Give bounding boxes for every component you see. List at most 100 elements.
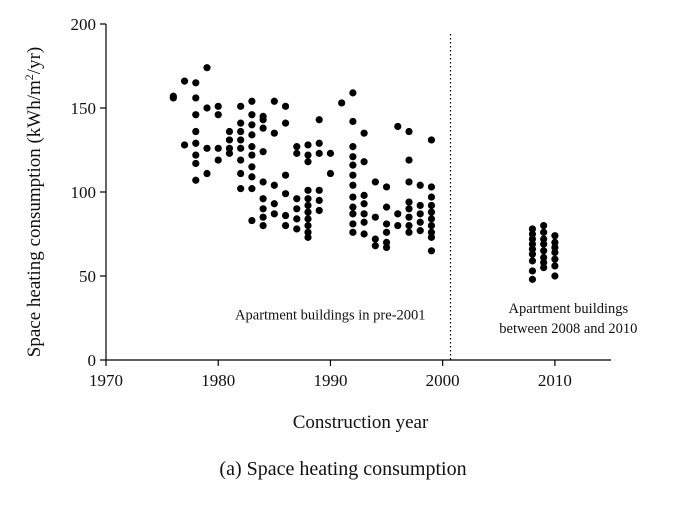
data-point (281, 102, 290, 110)
data-point (293, 149, 301, 157)
x-tick-label: 1980 (201, 371, 235, 390)
data-point (259, 213, 267, 221)
data-point (259, 178, 267, 186)
y-tick-label: 50 (79, 267, 96, 286)
data-point (281, 171, 290, 179)
ticks: 1970 1980 1990 2000 2010 0 50 100 150 200 (71, 15, 572, 390)
data-point (540, 240, 548, 248)
data-point (360, 218, 368, 226)
x-tick-label: 1990 (313, 371, 347, 390)
data-point (394, 210, 402, 218)
data-point (349, 171, 357, 179)
data-point (427, 247, 436, 255)
data-point (248, 185, 256, 193)
data-point (315, 149, 323, 157)
data-point (528, 275, 537, 283)
data-point (203, 64, 211, 72)
y-tick-label: 0 (88, 351, 97, 370)
series-1 (169, 64, 436, 255)
data-point (371, 235, 379, 243)
data-point (551, 262, 559, 270)
y-axis-title-tail: /yr) (24, 47, 45, 74)
data-point (237, 127, 245, 136)
data-point (304, 201, 312, 210)
y-axis-title-sup: 2 (22, 74, 36, 80)
data-point (360, 200, 368, 208)
data-point (551, 272, 559, 280)
data-point (248, 121, 256, 129)
data-point (281, 222, 290, 230)
data-point (349, 89, 357, 97)
data-point (315, 196, 323, 204)
data-point (237, 185, 245, 193)
data-point (416, 181, 424, 189)
data-point (225, 144, 234, 152)
data-point (528, 240, 537, 248)
data-point (540, 222, 548, 230)
data-point (281, 211, 290, 220)
data-point (540, 264, 548, 272)
data-point (214, 144, 222, 152)
data-point (427, 193, 436, 201)
data-point (349, 153, 357, 161)
data-point (349, 143, 357, 151)
data-point (293, 205, 301, 213)
data-point (540, 253, 548, 262)
data-point (248, 216, 256, 225)
data-point (192, 94, 200, 102)
data-point (405, 222, 413, 230)
data-point (416, 218, 424, 226)
figure-caption: (a) Space heating consumption (219, 458, 466, 480)
data-point (259, 195, 267, 203)
data-point (427, 222, 436, 230)
data-point (416, 210, 424, 218)
data-point (427, 201, 436, 210)
data-point (551, 255, 559, 263)
data-point (349, 161, 357, 169)
data-point (304, 208, 312, 216)
data-point (360, 158, 368, 166)
y-axis-title-main: Space heating consumption (kWh/m (24, 80, 45, 357)
data-point (382, 228, 391, 236)
data-point (293, 143, 301, 151)
data-point (248, 131, 256, 139)
data-point (248, 163, 256, 171)
data-point (237, 136, 245, 144)
data-point (192, 111, 200, 119)
y-axis-title: Space heating consumption (kWh/m2/yr) (22, 47, 45, 357)
x-tick-label: 2010 (538, 371, 572, 390)
data-point (405, 156, 413, 164)
data-points (169, 64, 559, 283)
data-point (304, 215, 312, 223)
data-point (528, 250, 537, 258)
data-point (360, 129, 368, 137)
data-point (315, 206, 323, 215)
data-point (349, 203, 357, 211)
data-point (304, 228, 312, 236)
data-point (405, 178, 413, 186)
data-point (259, 222, 267, 230)
data-point (293, 195, 301, 203)
data-point (270, 200, 278, 208)
data-point (551, 232, 559, 240)
data-point (427, 228, 436, 236)
data-point (382, 238, 391, 246)
data-point (394, 222, 402, 230)
data-point (270, 129, 278, 137)
annotation-post2008-line-2: between 2008 and 2010 (499, 321, 637, 337)
data-point (405, 127, 413, 136)
data-point (203, 144, 211, 152)
data-point (405, 205, 413, 213)
data-point (248, 97, 256, 105)
data-point (248, 111, 256, 119)
data-point (214, 156, 222, 164)
data-point (214, 102, 222, 110)
data-point (237, 102, 245, 110)
data-point (427, 208, 436, 216)
data-point (237, 144, 245, 152)
x-axis-title: Construction year (293, 412, 429, 433)
data-point (360, 191, 368, 199)
data-point (528, 267, 537, 275)
data-point (259, 124, 267, 132)
data-point (540, 247, 548, 255)
